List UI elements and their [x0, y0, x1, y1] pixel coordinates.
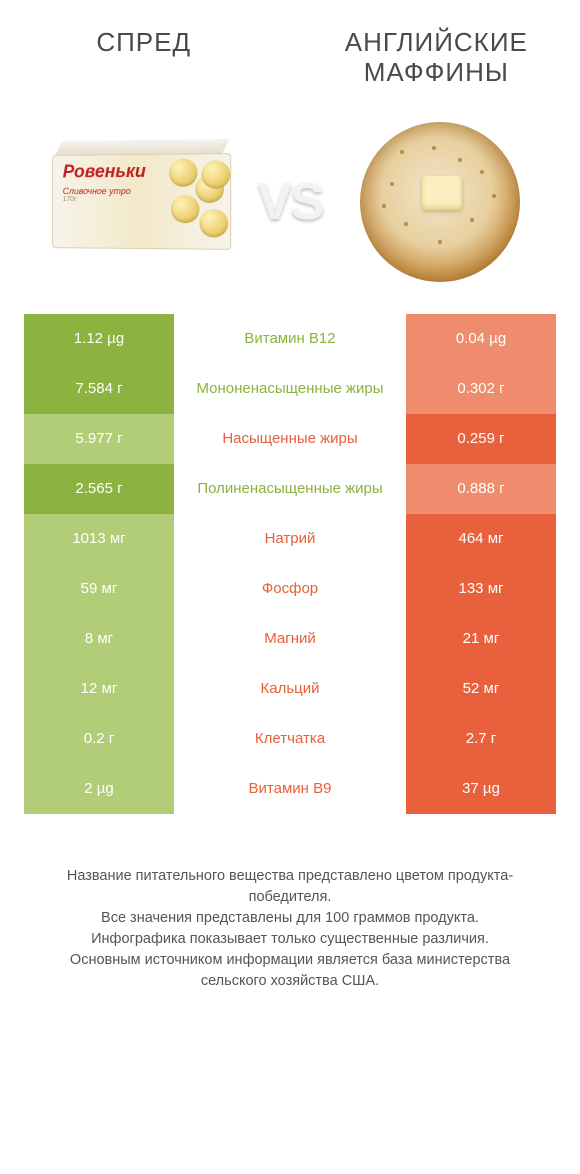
nutrient-value-a: 1013 мг: [24, 514, 174, 564]
nutrient-value-b: 0.302 г: [406, 364, 556, 414]
nutrient-name: Кальций: [174, 664, 406, 714]
nutrient-value-a: 59 мг: [24, 564, 174, 614]
nutrient-name: Магний: [174, 614, 406, 664]
nutrient-name: Витамин B12: [174, 314, 406, 364]
footer-line-3: Инфографика показывает только существенн…: [52, 929, 528, 950]
nutrient-row: 5.977 гНасыщенные жиры0.259 г: [24, 414, 556, 464]
footer-line-2: Все значения представлены для 100 граммо…: [52, 908, 528, 929]
nutrient-row: 2.565 гПолиненасыщенные жиры0.888 г: [24, 464, 556, 514]
nutrient-name: Мононенасыщенные жиры: [174, 364, 406, 414]
vs-label: VS: [257, 172, 322, 232]
nutrient-value-b: 52 мг: [406, 664, 556, 714]
nutrient-value-a: 12 мг: [24, 664, 174, 714]
nutrient-name: Витамин B9: [174, 764, 406, 814]
nutrient-value-a: 1.12 µg: [24, 314, 174, 364]
nutrient-name: Фосфор: [174, 564, 406, 614]
nutrient-name: Клетчатка: [174, 714, 406, 764]
nutrient-row: 0.2 гКлетчатка2.7 г: [24, 714, 556, 764]
footer-line-4: Основным источником информации является …: [52, 950, 528, 992]
nutrient-row: 59 мгФосфор133 мг: [24, 564, 556, 614]
nutrient-row: 1.12 µgВитамин B120.04 µg: [24, 314, 556, 364]
nutrient-row: 2 µgВитамин B937 µg: [24, 764, 556, 814]
nutrient-row: 7.584 гМононенасыщенные жиры0.302 г: [24, 364, 556, 414]
nutrient-row: 8 мгМагний21 мг: [24, 614, 556, 664]
nutrient-name: Насыщенные жиры: [174, 414, 406, 464]
nutrient-value-a: 7.584 г: [24, 364, 174, 414]
nutrient-value-a: 2.565 г: [24, 464, 174, 514]
nutrient-value-b: 21 мг: [406, 614, 556, 664]
title-right: АНГЛИЙСКИЕ МАФФИНЫ: [317, 28, 556, 88]
nutrient-name: Полиненасыщенные жиры: [174, 464, 406, 514]
nutrient-value-b: 37 µg: [406, 764, 556, 814]
nutrient-row: 12 мгКальций52 мг: [24, 664, 556, 714]
footer-line-1: Название питательного вещества представл…: [52, 866, 528, 908]
nutrient-value-b: 2.7 г: [406, 714, 556, 764]
nutrient-value-b: 0.888 г: [406, 464, 556, 514]
nutrient-value-a: 8 мг: [24, 614, 174, 664]
comparison-table: 1.12 µgВитамин B120.04 µg7.584 гМононена…: [24, 314, 556, 814]
nutrient-value-b: 0.04 µg: [406, 314, 556, 364]
product-b-image: [340, 117, 540, 287]
nutrient-row: 1013 мгНатрий464 мг: [24, 514, 556, 564]
nutrient-value-b: 0.259 г: [406, 414, 556, 464]
product-a-image: Ровеньки Сливочное утро 170г: [40, 117, 240, 287]
nutrient-name: Натрий: [174, 514, 406, 564]
nutrient-value-b: 464 мг: [406, 514, 556, 564]
nutrient-value-a: 2 µg: [24, 764, 174, 814]
title-left: СПРЕД: [24, 28, 263, 58]
nutrient-value-a: 5.977 г: [24, 414, 174, 464]
nutrient-value-b: 133 мг: [406, 564, 556, 614]
nutrient-value-a: 0.2 г: [24, 714, 174, 764]
